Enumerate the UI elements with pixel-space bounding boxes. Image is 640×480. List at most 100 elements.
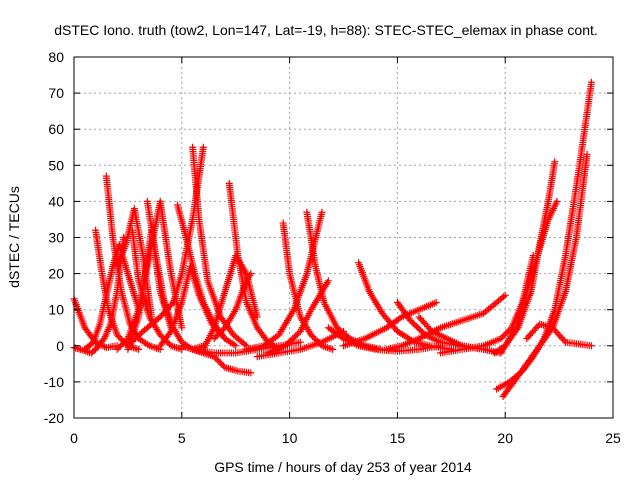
data-point xyxy=(501,291,509,299)
series-arc18 xyxy=(210,270,255,343)
data-point xyxy=(135,345,143,353)
series-arc27 xyxy=(340,298,440,350)
y-axis-label: dSTEC / TECUs xyxy=(6,186,22,288)
data-point xyxy=(199,143,207,151)
data-point xyxy=(115,344,123,352)
data-point xyxy=(583,150,591,158)
data-point xyxy=(497,335,505,343)
y-tick-label: 40 xyxy=(48,193,64,209)
data-point xyxy=(241,340,249,348)
data-point xyxy=(587,342,595,350)
data-point xyxy=(247,270,255,278)
data-point xyxy=(560,337,568,345)
data-point xyxy=(115,333,123,341)
y-tick-label: 50 xyxy=(48,157,64,173)
data-point xyxy=(338,333,346,341)
series-arc16 xyxy=(199,252,261,353)
series-arc10 xyxy=(143,197,207,353)
data-point xyxy=(133,345,141,353)
y-tick-label: 80 xyxy=(48,49,64,65)
x-tick-label: 20 xyxy=(497,430,513,446)
data-point xyxy=(218,360,226,368)
y-tick-label: 10 xyxy=(48,302,64,318)
series-arc23 xyxy=(264,277,332,357)
y-axis-ticks: -20 -10 0 10 20 30 40 50 60 70 80 xyxy=(44,49,613,426)
x-axis-label: GPS time / hours of day 253 of year 2014 xyxy=(214,459,472,475)
data-point xyxy=(213,331,221,339)
series-arc35 xyxy=(523,320,595,350)
data-point xyxy=(168,300,176,308)
data-point xyxy=(498,333,506,341)
data-point xyxy=(116,342,124,350)
data-point xyxy=(327,345,335,353)
series-arc15 xyxy=(178,342,255,377)
y-tick-label: 70 xyxy=(48,85,64,101)
data-point xyxy=(219,333,227,341)
data-point xyxy=(156,331,164,339)
data-point xyxy=(216,359,224,367)
data-point xyxy=(432,298,440,306)
data-point xyxy=(151,344,159,352)
x-tick-label: 15 xyxy=(390,430,406,446)
series-arc24 xyxy=(253,327,347,361)
y-tick-label: 0 xyxy=(56,338,64,354)
data-point xyxy=(213,356,221,364)
data-point xyxy=(310,334,318,342)
data-point xyxy=(323,344,331,352)
y-tick-label: -10 xyxy=(44,374,64,390)
x-tick-label: 5 xyxy=(178,430,186,446)
data-point xyxy=(215,357,223,365)
data-point xyxy=(329,345,337,353)
series-arc34 xyxy=(499,150,591,400)
data-point xyxy=(113,331,121,339)
series-arc28 xyxy=(383,291,509,353)
series-arc36 xyxy=(497,197,561,357)
data-point xyxy=(396,314,404,322)
y-tick-label: -20 xyxy=(44,410,64,426)
series-arc25 xyxy=(324,324,445,355)
data-point xyxy=(120,234,128,241)
data-point xyxy=(553,197,561,205)
data-point xyxy=(166,329,174,337)
chart-title: dSTEC Iono. truth (tow2, Lon=147, Lat=-1… xyxy=(54,22,598,38)
x-tick-label: 10 xyxy=(282,430,298,446)
data-point xyxy=(116,334,124,342)
data-point xyxy=(216,328,224,336)
series-arc13 xyxy=(189,143,250,350)
data-point xyxy=(324,277,332,285)
data-point xyxy=(318,208,326,216)
data-point xyxy=(325,344,333,352)
data-point xyxy=(500,331,508,339)
data-point xyxy=(118,341,126,349)
series-layer xyxy=(70,78,595,400)
data-point xyxy=(500,293,508,301)
data-point xyxy=(502,330,510,338)
y-tick-label: 60 xyxy=(48,121,64,137)
x-tick-label: 25 xyxy=(605,430,621,446)
series-arc03 xyxy=(81,241,143,353)
series-arc04 xyxy=(92,226,143,353)
data-point xyxy=(232,342,240,350)
data-point xyxy=(113,345,121,353)
data-point xyxy=(551,158,559,166)
data-point xyxy=(212,354,220,362)
data-point xyxy=(247,369,255,377)
data-point xyxy=(121,338,129,346)
data-point xyxy=(587,78,595,86)
data-point xyxy=(221,335,229,343)
data-point xyxy=(253,313,261,321)
x-axis-ticks: 0 5 10 15 20 25 xyxy=(70,57,621,446)
data-point xyxy=(178,324,186,332)
data-point xyxy=(307,331,315,339)
series-arc17 xyxy=(225,179,283,353)
data-point xyxy=(119,339,127,347)
y-tick-label: 30 xyxy=(48,230,64,246)
data-point xyxy=(215,330,223,338)
data-point xyxy=(167,342,175,350)
data-point xyxy=(218,327,226,335)
data-point xyxy=(340,327,347,335)
grid-lines xyxy=(74,57,613,418)
x-tick-label: 0 xyxy=(70,430,78,446)
y-tick-label: 20 xyxy=(48,266,64,282)
